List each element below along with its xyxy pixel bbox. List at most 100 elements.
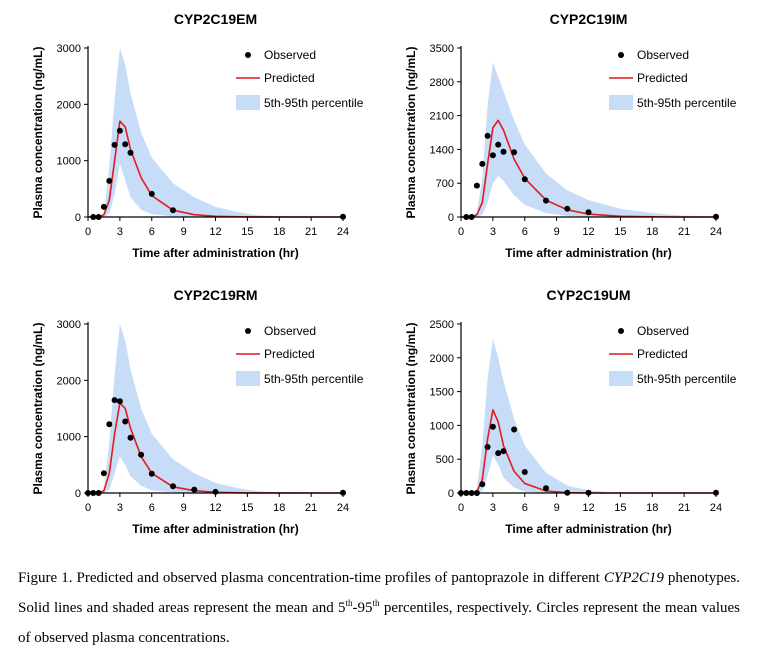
y-tick-label: 3500 [430,43,454,55]
y-tick-label: 3000 [57,319,81,331]
observed-point [106,177,113,184]
x-tick-label: 18 [273,226,285,238]
percentile-band [88,48,343,217]
observed-point [489,423,496,430]
caption-text-1: Predicted and observed plasma concentrat… [72,570,604,586]
observed-point [495,141,502,148]
observed-point [122,141,129,148]
percentile-band [88,324,343,493]
x-tick-label: 6 [149,226,155,238]
y-axis-title: Plasma concentration (ng/mL) [404,322,418,494]
observed-point [479,481,486,488]
observed-point [111,397,118,404]
observed-point [116,398,123,405]
observed-point [148,470,155,477]
x-tick-label: 24 [710,226,722,238]
x-tick-label: 6 [522,226,528,238]
observed-point [106,421,113,428]
x-tick-label: 0 [85,502,91,514]
caption-sup-1: th [345,598,353,608]
chart-panel-2: 0 3 6 9 12 15 18 21 24 0 700 1400 2100 2800 3500 CYP2C1… [404,11,737,260]
y-tick-label: 2800 [430,77,454,89]
x-tick-label: 6 [522,502,528,514]
observed-point [170,483,176,490]
x-tick-label: 9 [554,502,560,514]
caption-figure-label: Figure 1. [18,570,73,586]
y-axis-title: Plasma concentration (ng/mL) [404,46,418,218]
legend-label-band: 5th-95th percentile [264,372,364,386]
observed-point [138,451,145,458]
legend-band-marker [609,371,633,386]
legend-observed-marker [618,328,624,334]
y-tick-label: 0 [75,488,81,500]
observed-point [500,448,507,455]
x-tick-label: 24 [337,226,349,238]
x-tick-label: 18 [646,226,658,238]
y-tick-label: 2100 [430,111,454,123]
y-tick-label: 3000 [57,43,81,55]
x-axis-title: Time after administration (hr) [132,246,298,260]
legend-label-observed: Observed [637,324,689,338]
caption-text-4: percentiles, respectively. Circles repre… [18,600,740,646]
observed-point [543,485,549,492]
x-axis-title: Time after administration (hr) [505,522,671,536]
legend-label-predicted: Predicted [264,347,315,361]
x-tick-label: 18 [273,502,285,514]
percentile-band [461,62,716,217]
x-tick-label: 3 [117,226,123,238]
observed-point [489,152,496,159]
chart-panel-4: 0 3 6 9 12 15 18 21 24 0 500 1000 1500 2000 2500 CYP2C1… [404,287,737,536]
y-tick-label: 1000 [57,432,81,444]
observed-point [564,205,571,212]
x-tick-label: 12 [582,502,594,514]
legend-band-marker [236,371,260,386]
y-tick-label: 1000 [57,156,81,168]
x-tick-label: 15 [614,502,626,514]
predicted-line [88,120,344,218]
observed-point [111,141,118,148]
legend-label-observed: Observed [637,48,689,62]
caption-text-3: -95 [352,600,373,616]
y-tick-label: 0 [75,212,81,224]
x-tick-label: 0 [85,226,91,238]
x-tick-label: 12 [209,226,221,238]
x-tick-label: 15 [614,226,626,238]
legend-band-marker [236,95,260,110]
observed-point [500,148,507,155]
y-axis-title: Plasma concentration (ng/mL) [31,322,45,494]
legend-band-marker [609,95,633,110]
x-tick-label: 12 [209,502,221,514]
observed-point [127,434,134,441]
legend-observed-marker [245,52,251,58]
x-axis-title: Time after administration (hr) [505,246,671,260]
y-axis-title: Plasma concentration (ng/mL) [31,46,45,218]
x-tick-label: 21 [678,502,690,514]
chart-title: CYP2C19UM [546,287,630,303]
legend-label-predicted: Predicted [637,71,688,85]
figure-panels: 0 3 6 9 12 15 18 21 24 0 1000 2000 3000 CYP2C19EM Time… [31,11,737,536]
observed-point [484,132,491,139]
x-tick-label: 24 [710,502,722,514]
percentile-band [461,338,716,493]
chart-title: CYP2C19IM [550,11,628,27]
chart-title: CYP2C19EM [174,11,257,27]
observed-point [521,176,528,183]
observed-point [511,149,518,156]
observed-point [495,450,502,457]
y-tick-label: 2000 [430,353,454,365]
x-tick-label: 15 [241,502,253,514]
x-tick-label: 21 [678,226,690,238]
caption-text-2: phenotypes. Solid lines and shaded areas… [18,570,740,616]
chart-title: CYP2C19RM [173,287,257,303]
x-tick-label: 6 [149,502,155,514]
y-tick-label: 1000 [430,420,454,432]
x-tick-label: 24 [337,502,349,514]
observed-point [191,486,198,493]
legend-label-band: 5th-95th percentile [637,96,737,110]
observed-point [543,197,549,204]
legend-observed-marker [245,328,251,334]
figure-caption: Figure 1. Predicted and observed plasma … [18,563,740,653]
observed-point [127,149,134,156]
observed-point [116,127,123,134]
observed-point [484,444,491,450]
